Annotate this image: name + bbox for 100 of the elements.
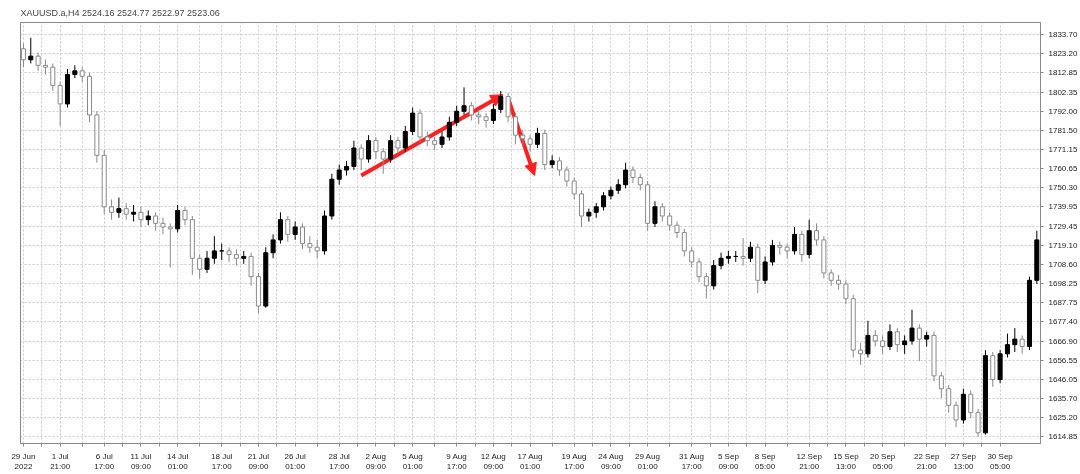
candlestick [351,140,357,171]
y-tick-label: 1792.00 [1048,106,1078,116]
candlestick [880,334,886,355]
candlestick [402,125,408,153]
y-tick-label: 1802.35 [1048,87,1078,97]
x-tick-label: 12 Aug 09:00 [480,451,506,472]
y-tick-label: 1771.15 [1048,145,1078,155]
candlestick [586,208,592,223]
candlestick [358,143,364,171]
chart-title: XAUUSD.a,H4 2524.16 2524.77 2522.97 2523.06 [20,7,220,18]
candlestick [226,246,232,263]
y-tick-label: 1781.50 [1048,126,1078,136]
x-tick-label: 18 Jul 17:00 [211,451,233,472]
candlestick [630,165,636,184]
y-tick-label: 1719.10 [1048,240,1078,250]
candlestick [1012,327,1018,353]
candlestick [512,112,518,145]
candlestick [894,327,900,353]
candlestick [292,221,298,241]
x-tick-label: 1 Jul 21:00 [50,451,71,472]
candlestick [373,136,379,160]
y-tick-label: 1729.45 [1048,221,1078,231]
candlestick [35,51,41,72]
x-tick-label: 20 Sep 05:00 [869,451,896,472]
candlestick [711,259,717,291]
candlestick [285,215,291,243]
candlestick [902,334,908,355]
y-tick-label: 1646.05 [1048,374,1078,384]
candlestick [182,206,188,226]
y-tick-label: 1635.70 [1048,393,1078,403]
y-tick-label: 1625.20 [1048,413,1078,423]
candlestick [116,197,122,219]
x-tick-label: 15 Sep 13:00 [833,451,860,472]
candlestick [718,252,724,270]
candlestick [175,204,181,234]
candlestick [916,323,922,362]
candlestick [314,239,320,259]
candlestick [703,272,709,300]
candlestick [689,246,695,268]
candlestick [938,371,944,399]
y-tick-label: 1698.25 [1048,279,1078,289]
candlestick [623,162,629,189]
candlestick [652,200,658,228]
x-tick-label: 22 Sep 21:00 [914,451,940,472]
candlestick [388,134,394,164]
candlestick [417,108,423,143]
candlestick [468,101,474,121]
candlestick [674,221,680,239]
candlestick [498,90,504,114]
candlestick [601,191,607,211]
candlestick [556,156,563,177]
candlestick [953,401,959,428]
candlestick [160,217,166,235]
candlestick [446,116,452,142]
candlestick [505,92,511,123]
x-tick-label: 17 Aug 01:00 [517,451,543,472]
candlestick [380,147,386,175]
candlestick [740,237,746,267]
x-tick-label: 9 Aug 17:00 [446,451,468,472]
x-tick-label: 5 Aug 01:00 [402,451,424,472]
candlestick [799,230,805,263]
candlestick [211,235,217,265]
y-tick-label: 1760.65 [1048,164,1078,174]
candlestick [975,408,981,438]
y-tick-label: 1666.90 [1048,336,1078,346]
candlestick [204,250,210,274]
candlestick [659,202,665,223]
candlestick [1019,334,1025,355]
candlestick [990,351,996,388]
candlestick [696,257,702,283]
x-tick-label: 31 Aug 17:00 [679,451,704,472]
candlestick [968,390,974,419]
x-tick-label: 5 Sep 09:00 [717,451,740,472]
x-tick-label: 19 Aug 17:00 [561,451,587,472]
x-tick-label: 29 Aug 01:00 [634,451,660,472]
candlestick [439,130,445,149]
candlestick [410,107,416,136]
candlestick [483,112,489,129]
candlestick [50,62,56,92]
candlestick [946,384,952,414]
x-tick-label: 14 Jul 01:00 [166,451,189,472]
candlestick [564,165,570,188]
candlestick [454,105,460,127]
candlestick [277,211,283,245]
x-tick-label: 21 Jul 09:00 [247,451,270,472]
x-tick-label: 2 Aug 09:00 [365,451,387,472]
candlestick [299,222,306,250]
candlestick [395,136,401,155]
candlestick [461,86,467,116]
candlestick [681,228,687,257]
y-tick-label: 1687.75 [1048,298,1078,308]
y-tick-label: 1614.85 [1048,432,1078,442]
x-tick-label: 30 Sep 05:00 [987,451,1014,472]
candlestick [806,219,812,259]
candlestick [608,186,614,200]
x-tick-label: 12 Sep 21:00 [796,451,823,472]
candlestick [579,189,585,228]
x-tick-label: 27 Sep 13:00 [950,451,977,472]
candlestick [138,206,144,228]
candlestick [769,239,775,267]
